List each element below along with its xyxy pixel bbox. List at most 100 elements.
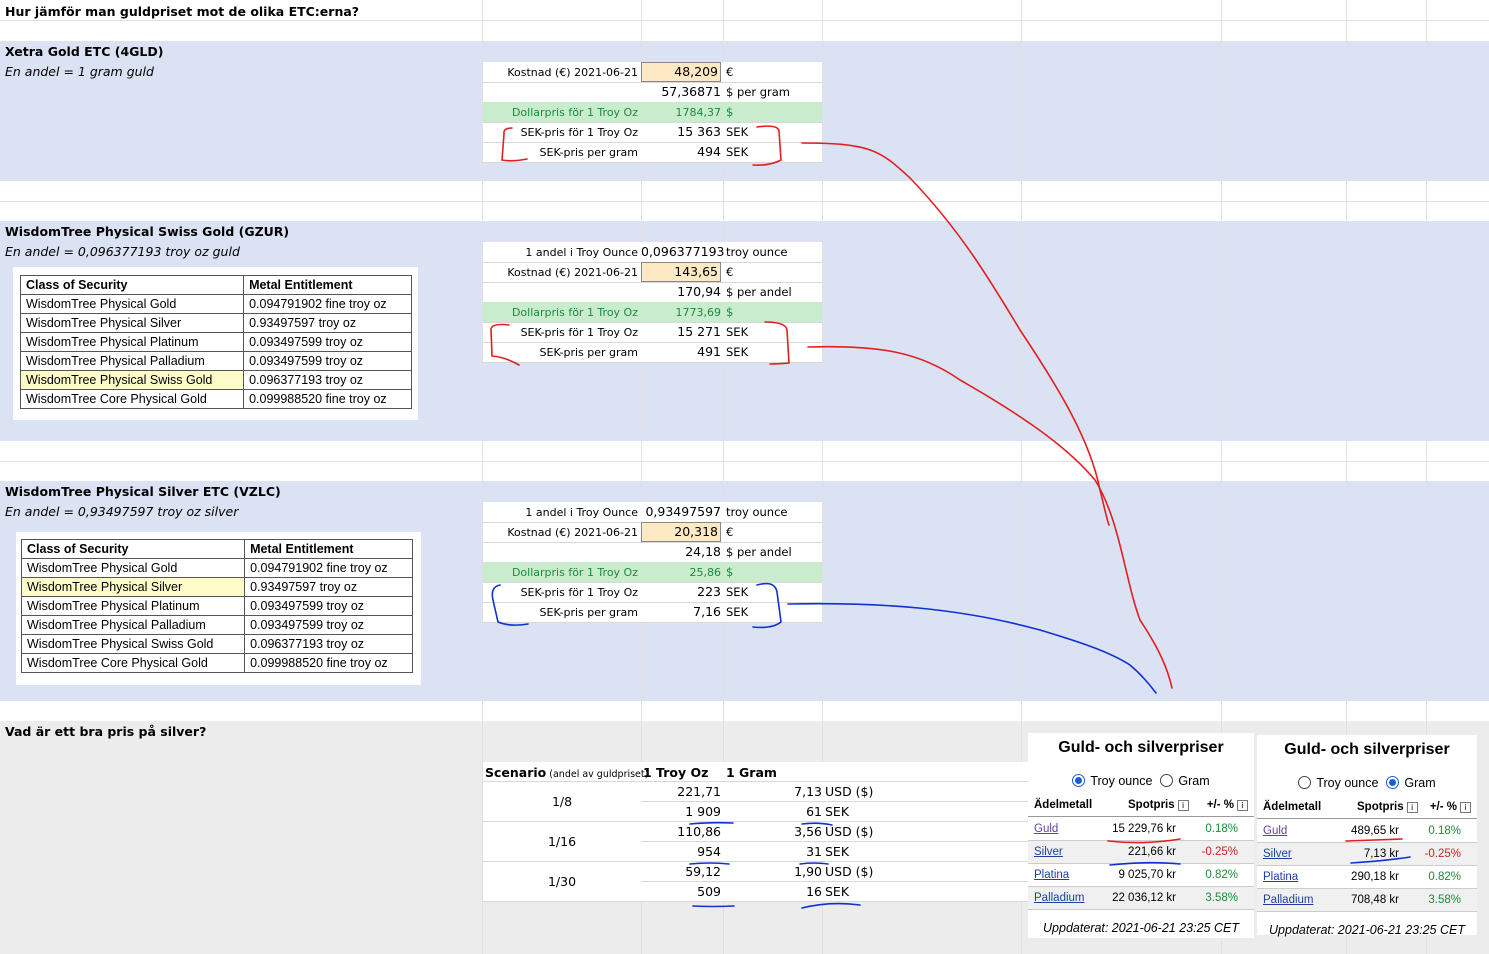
security-class: WisdomTree Core Physical Gold: [19, 389, 245, 409]
gram-radio[interactable]: Gram: [1386, 776, 1436, 790]
metal-link[interactable]: Guld: [1034, 823, 1059, 835]
entitlement-grid: Class of Security Metal Entitlement Wisdom…: [20, 539, 413, 673]
entitlement-table-vzlc: Class of Security Metal Entitlement Wisdom…: [16, 532, 421, 685]
price-widget-troy: Guld- och silverpriser Troy ounce Gram Ädel…: [1028, 733, 1254, 938]
calc-value[interactable]: 170,94: [677, 284, 721, 299]
calc-value[interactable]: 24,18: [685, 544, 721, 559]
calc-label: SEK-pris för 1 Troy Oz: [520, 586, 638, 599]
spot-price: 290,18 kr: [1351, 871, 1399, 883]
security-class: WisdomTree Physical Swiss Gold: [19, 370, 245, 390]
calc-row: Kostnad (€) 2021-06-21 143,65 €: [483, 262, 822, 283]
calc-table-gzur: 1 andel i Troy Ounce 0,096377193 troy ounc…: [483, 242, 822, 363]
metal-link[interactable]: Platina: [1034, 869, 1070, 881]
price-column-header: Spotpris i: [1357, 801, 1418, 813]
scenario-usd-g: 3,56: [794, 824, 822, 839]
metal-link[interactable]: Silver: [1263, 848, 1292, 860]
calc-value[interactable]: 0,93497597: [645, 504, 721, 519]
calc-value[interactable]: 223: [697, 584, 721, 599]
calc-value[interactable]: 1784,37: [675, 106, 722, 119]
page-heading: Hur jämför man guldpriset mot de olika E…: [5, 4, 360, 19]
price-change: 0.82%: [1205, 869, 1238, 881]
info-icon[interactable]: i: [1177, 800, 1189, 811]
calc-unit: $ per andel: [726, 285, 792, 299]
metal-entitlement: 0.096377193 troy oz: [244, 634, 413, 654]
scenario-header-row: Scenario (andel av guldpriset) 1 Troy Oz 1 …: [483, 762, 1028, 782]
radio-button-icon[interactable]: [1160, 774, 1174, 787]
info-icon[interactable]: i: [1406, 802, 1418, 813]
metal-row: Silver 7,13 kr -0.25%: [1257, 843, 1477, 866]
entitlement-row: WisdomTree Physical Platinum 0.093497599 …: [19, 332, 412, 352]
spot-price: 221,66 kr: [1128, 846, 1176, 858]
calc-row: 170,94 $ per andel: [483, 282, 822, 303]
calc-label: 1 andel i Troy Ounce: [525, 506, 638, 519]
entitlement-grid: Class of Security Metal Entitlement Wisdom…: [19, 275, 412, 409]
calc-value[interactable]: 20,318: [641, 522, 721, 542]
price-change: 3.58%: [1205, 892, 1238, 904]
calc-value[interactable]: 494: [697, 144, 721, 159]
security-class: WisdomTree Physical Platinum: [19, 332, 245, 352]
security-class: WisdomTree Physical Silver: [20, 577, 246, 597]
troy-ounce-radio[interactable]: Troy ounce: [1298, 776, 1378, 790]
security-class: WisdomTree Physical Platinum: [20, 596, 246, 616]
spot-price: 489,65 kr: [1351, 825, 1399, 837]
metal-link[interactable]: Palladium: [1263, 894, 1314, 906]
calc-row: SEK-pris per gram 494 SEK: [483, 142, 822, 163]
gram-radio[interactable]: Gram: [1160, 774, 1210, 788]
calc-label: 1 andel i Troy Ounce: [525, 246, 638, 259]
calc-value[interactable]: 491: [697, 344, 721, 359]
calc-row: Kostnad (€) 2021-06-21 20,318 €: [483, 522, 822, 543]
scenario-mid-line: [641, 801, 1028, 802]
radio-button-icon[interactable]: [1386, 776, 1400, 789]
widget-title: Guld- och silverpriser: [1284, 741, 1450, 758]
calc-unit: troy ounce: [726, 245, 788, 259]
scenario-divider: [483, 821, 1028, 822]
price-change: -0.25%: [1201, 846, 1238, 858]
calc-unit: €: [726, 265, 734, 279]
radio-button-icon[interactable]: [1072, 774, 1086, 787]
scenario-sek-oz: 509: [697, 884, 721, 899]
metal-entitlement: 0.093497599 troy oz: [244, 615, 413, 635]
metal-link[interactable]: Silver: [1034, 846, 1063, 858]
troy-ounce-radio[interactable]: Troy ounce: [1072, 774, 1152, 788]
metal-row: Platina 290,18 kr 0.82%: [1257, 866, 1477, 889]
calc-row: Dollarpris för 1 Troy Oz 25,86 $: [483, 562, 822, 583]
metal-column-header: Ädelmetall: [1034, 799, 1093, 811]
entitlement-row: WisdomTree Physical Palladium 0.093497599…: [20, 615, 413, 635]
calc-value[interactable]: 15 363: [677, 124, 721, 139]
calc-value[interactable]: 48,209: [641, 62, 721, 82]
calc-value[interactable]: 25,86: [689, 566, 722, 579]
metal-link[interactable]: Guld: [1263, 825, 1288, 837]
calc-value[interactable]: 7,16: [693, 604, 721, 619]
scenario-usd-g: 7,13: [794, 784, 822, 799]
calc-row: 1 andel i Troy Ounce 0,096377193 troy ounc…: [483, 242, 822, 263]
calc-value[interactable]: 143,65: [641, 262, 721, 282]
calc-label: Dollarpris för 1 Troy Oz: [511, 106, 638, 119]
info-icon[interactable]: i: [1460, 802, 1471, 813]
price-column-label: Spotpris: [1357, 801, 1404, 813]
info-icon[interactable]: i: [1237, 800, 1248, 811]
metal-row: Palladium 22 036,12 kr 3.58%: [1028, 887, 1254, 910]
scenario-sek-g: 61: [806, 804, 822, 819]
calc-unit: $: [726, 105, 734, 119]
metal-link[interactable]: Platina: [1263, 871, 1299, 883]
updated-timestamp: Uppdaterat: 2021-06-21 23:25 CET: [1043, 921, 1239, 935]
scenario-unit: SEK: [825, 804, 850, 819]
radio-button-icon[interactable]: [1298, 776, 1312, 789]
calc-value[interactable]: 1773,69: [675, 306, 722, 319]
section-title-gzur: WisdomTree Physical Swiss Gold (GZUR): [5, 224, 290, 239]
entitlement-row: WisdomTree Physical Silver 0.93497597 tro…: [19, 313, 412, 333]
calc-unit: troy ounce: [726, 505, 788, 519]
calc-value[interactable]: 15 271: [677, 324, 721, 339]
calc-value[interactable]: 0,096377193: [641, 244, 725, 259]
section-subtitle-vzlc: En andel = 0,93497597 troy oz silver: [5, 504, 239, 519]
calc-row: 1 andel i Troy Ounce 0,93497597 troy ounce: [483, 502, 822, 523]
calc-unit: SEK: [726, 605, 749, 619]
calc-label: SEK-pris per gram: [539, 606, 638, 619]
scenario-usd-g: 1,90: [794, 864, 822, 879]
change-column-header: +/- % i: [1207, 799, 1248, 811]
calc-unit: SEK: [726, 585, 749, 599]
calc-value[interactable]: 57,36871: [661, 84, 721, 99]
metal-link[interactable]: Palladium: [1034, 892, 1085, 904]
widget-title: Guld- och silverpriser: [1058, 739, 1224, 756]
scenario-usd-oz: 221,71: [677, 784, 721, 799]
